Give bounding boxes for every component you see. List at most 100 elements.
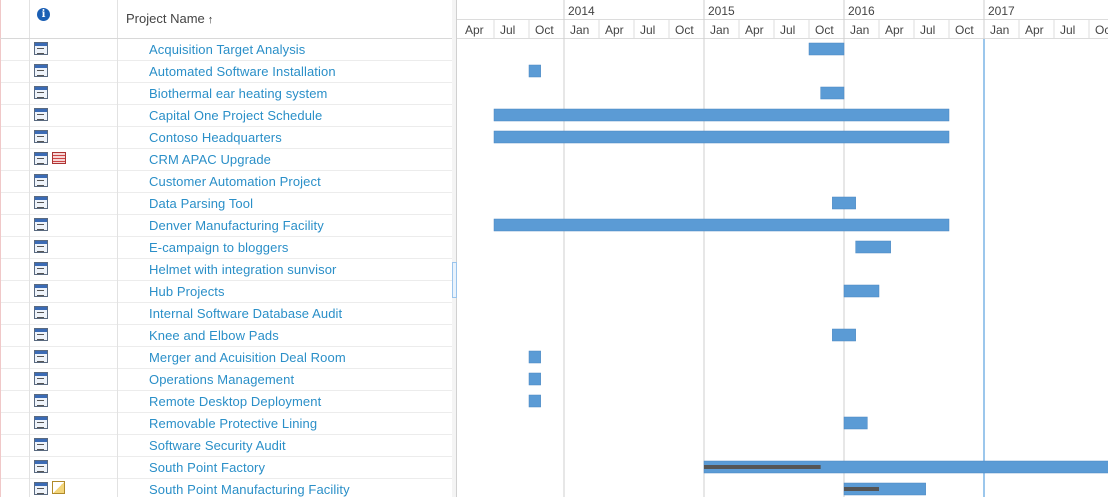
table-row[interactable]: Merger and Acuisition Deal Room — [0, 347, 452, 369]
table-row[interactable]: Data Parsing Tool — [0, 193, 452, 215]
table-row[interactable]: Hub Projects — [0, 281, 452, 303]
gantt-bar[interactable] — [855, 240, 891, 254]
row-selector[interactable] — [0, 39, 30, 61]
row-selector[interactable] — [0, 105, 30, 127]
table-row[interactable]: Knee and Elbow Pads — [0, 325, 452, 347]
row-selector[interactable] — [0, 127, 30, 149]
project-icon[interactable] — [34, 416, 48, 429]
project-name-link[interactable]: Merger and Acuisition Deal Room — [149, 350, 346, 365]
table-row[interactable]: Capital One Project Schedule — [0, 105, 452, 127]
project-icon[interactable] — [34, 284, 48, 297]
table-row[interactable]: Helmet with integration sunvisor — [0, 259, 452, 281]
table-row[interactable]: CRM APAC Upgrade — [0, 149, 452, 171]
project-icon[interactable] — [34, 218, 48, 231]
row-selector[interactable] — [0, 237, 30, 259]
gantt-bar[interactable] — [528, 64, 541, 78]
row-selector[interactable] — [0, 281, 30, 303]
project-name-link[interactable]: Automated Software Installation — [149, 64, 336, 79]
project-icon[interactable] — [34, 306, 48, 319]
gantt-bar[interactable] — [843, 284, 880, 298]
project-icon[interactable] — [34, 240, 48, 253]
project-icon[interactable] — [34, 482, 48, 495]
project-icon[interactable] — [34, 42, 48, 55]
project-name-link[interactable]: CRM APAC Upgrade — [149, 152, 272, 167]
row-selector[interactable] — [0, 61, 30, 83]
row-selector[interactable] — [0, 369, 30, 391]
row-selector[interactable] — [0, 435, 30, 457]
issues-icon[interactable] — [52, 152, 66, 164]
project-name-link[interactable]: Data Parsing Tool — [149, 196, 254, 211]
project-name-link[interactable]: Remote Desktop Deployment — [149, 394, 322, 409]
project-icon[interactable] — [34, 350, 48, 363]
table-row[interactable]: Software Security Audit — [0, 435, 452, 457]
table-row[interactable]: Removable Protective Lining — [0, 413, 452, 435]
row-selector[interactable] — [0, 347, 30, 369]
table-row[interactable]: Operations Management — [0, 369, 452, 391]
project-name-link[interactable]: Removable Protective Lining — [149, 416, 318, 431]
project-icon[interactable] — [34, 262, 48, 275]
project-icon[interactable] — [34, 130, 48, 143]
project-icon[interactable] — [34, 394, 48, 407]
row-selector[interactable] — [0, 215, 30, 237]
gantt-bar[interactable] — [493, 130, 950, 144]
project-icon[interactable] — [34, 108, 48, 121]
row-selector[interactable] — [0, 171, 30, 193]
project-icon[interactable] — [34, 196, 48, 209]
project-name-link[interactable]: Software Security Audit — [149, 438, 286, 453]
project-name-link[interactable]: Hub Projects — [149, 284, 225, 299]
project-icon[interactable] — [34, 460, 48, 473]
gantt-bar[interactable] — [820, 86, 845, 100]
gantt-bar[interactable] — [528, 350, 541, 364]
row-selector[interactable] — [0, 457, 30, 479]
table-row[interactable]: Internal Software Database Audit — [0, 303, 452, 325]
project-icon[interactable] — [34, 64, 48, 77]
project-icon[interactable] — [34, 372, 48, 385]
row-selector[interactable] — [0, 325, 30, 347]
project-name-link[interactable]: South Point Manufacturing Facility — [149, 482, 350, 497]
gantt-bar[interactable] — [832, 196, 856, 210]
project-name-link[interactable]: Knee and Elbow Pads — [149, 328, 279, 343]
splitter-handle[interactable] — [452, 262, 457, 298]
row-selector[interactable] — [0, 193, 30, 215]
project-name-link[interactable]: E-campaign to bloggers — [149, 240, 289, 255]
row-selector[interactable] — [0, 479, 30, 497]
project-name-link[interactable]: Internal Software Database Audit — [149, 306, 343, 321]
row-selector[interactable] — [0, 391, 30, 413]
row-selector[interactable] — [0, 259, 30, 281]
project-name-link[interactable]: Helmet with integration sunvisor — [149, 262, 337, 277]
project-icon[interactable] — [34, 86, 48, 99]
project-name-link[interactable]: Biothermal ear heating system — [149, 86, 328, 101]
project-icon[interactable] — [34, 174, 48, 187]
column-header-project-name[interactable]: Project Name ↑ — [118, 0, 452, 38]
table-row[interactable]: Automated Software Installation — [0, 61, 452, 83]
table-row[interactable]: Remote Desktop Deployment — [0, 391, 452, 413]
table-row[interactable]: E-campaign to bloggers — [0, 237, 452, 259]
project-name-link[interactable]: Capital One Project Schedule — [149, 108, 323, 123]
documents-icon[interactable] — [52, 481, 65, 494]
table-row[interactable]: Customer Automation Project — [0, 171, 452, 193]
gantt-bar[interactable] — [528, 394, 541, 408]
row-selector[interactable] — [0, 413, 30, 435]
info-icon[interactable]: i — [37, 8, 50, 21]
project-name-link[interactable]: South Point Factory — [149, 460, 266, 475]
table-row[interactable]: South Point Factory — [0, 457, 452, 479]
project-name-link[interactable]: Operations Management — [149, 372, 295, 387]
gantt-bar[interactable] — [528, 372, 541, 386]
table-row[interactable]: Denver Manufacturing Facility — [0, 215, 452, 237]
project-icon[interactable] — [34, 328, 48, 341]
row-selector[interactable] — [0, 83, 30, 105]
project-name-link[interactable]: Contoso Headquarters — [149, 130, 282, 145]
table-row[interactable]: South Point Manufacturing Facility — [0, 479, 452, 497]
gantt-bar[interactable] — [832, 328, 856, 342]
project-icon[interactable] — [34, 438, 48, 451]
gantt-bar[interactable] — [843, 416, 868, 430]
gantt-bar[interactable] — [493, 108, 950, 122]
pane-splitter[interactable] — [452, 0, 457, 497]
row-selector[interactable] — [0, 149, 30, 171]
gantt-bar[interactable] — [493, 218, 950, 232]
table-row[interactable]: Contoso Headquarters — [0, 127, 452, 149]
header-selector-cell[interactable] — [0, 0, 30, 38]
project-name-link[interactable]: Acquisition Target Analysis — [149, 42, 306, 57]
row-selector[interactable] — [0, 303, 30, 325]
gantt-bar[interactable] — [808, 42, 845, 56]
